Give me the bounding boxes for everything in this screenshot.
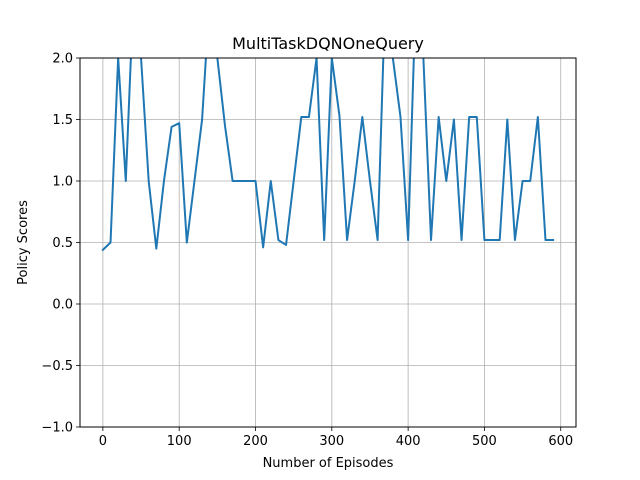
x-tick-label: 200: [243, 434, 268, 449]
x-tick-label: 400: [396, 434, 421, 449]
x-axis-ticks: 0 100 200 300 400 500 600: [99, 427, 573, 449]
chart-title: MultiTaskDQNOneQuery: [232, 34, 424, 53]
x-tick-label: 0: [99, 434, 107, 449]
y-axis-label: Policy Scores: [16, 200, 31, 285]
x-tick-label: 100: [167, 434, 192, 449]
series-layer: [101, 58, 555, 252]
y-tick-label: −0.5: [41, 359, 73, 374]
y-axis-ticks: −1.0 −0.5 0.0 0.5 1.0 1.5 2.0: [41, 52, 80, 436]
y-tick-label: 1.0: [52, 175, 73, 190]
x-tick-label: 500: [472, 434, 497, 449]
y-tick-label: 0.5: [52, 236, 73, 251]
x-axis-label: Number of Episodes: [263, 456, 394, 471]
y-tick-label: 1.5: [52, 113, 73, 128]
y-tick-label: 0.0: [52, 298, 73, 313]
series-line-0: [101, 58, 555, 252]
x-tick-label: 600: [548, 434, 573, 449]
x-tick-label: 300: [319, 434, 344, 449]
y-tick-label: 2.0: [52, 52, 73, 67]
y-tick-label: −1.0: [41, 421, 73, 436]
